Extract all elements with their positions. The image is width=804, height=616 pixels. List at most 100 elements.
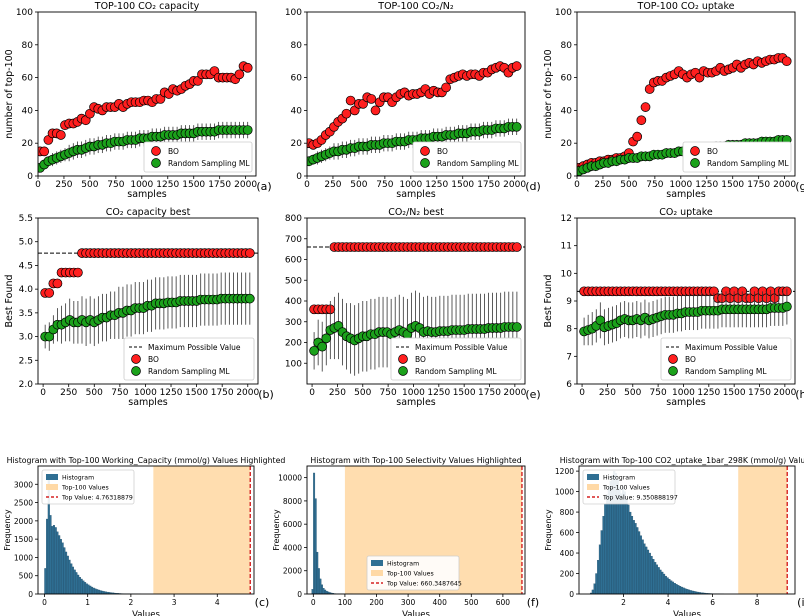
histogram-bar (654, 562, 657, 594)
legend-label: BO (168, 147, 179, 156)
chart-panel-6: CO₂ uptake 0 250 500 750 1000 1250 1500 1750 2000… (543, 207, 804, 408)
chart-panel-8: Histogram with Top-100 Selectivity Value… (272, 456, 539, 616)
y-tick-label: 200 (285, 339, 302, 349)
legend-box (412, 141, 522, 173)
axes-frame (37, 217, 259, 385)
histogram-bar (643, 543, 646, 594)
histogram-bar (661, 571, 664, 594)
legend-swatch-band (371, 570, 383, 576)
histogram-bar (627, 504, 630, 594)
series-bo (577, 53, 792, 173)
data-point (366, 94, 377, 104)
data-point (242, 62, 253, 73)
histogram-bar (591, 589, 594, 594)
y-axis-label: Frequency (544, 509, 553, 551)
x-tick-label: 8 (755, 598, 760, 607)
x-tick-label: 2 (621, 598, 626, 607)
y-axis-label: number of top-100 (4, 49, 15, 138)
chart-title: CO₂ capacity best (106, 207, 191, 218)
legend: BO Random Sampling ML (682, 141, 792, 173)
histogram-bar (645, 546, 648, 594)
legend-marker (131, 354, 141, 364)
histogram-bar (598, 544, 601, 594)
y-tick-label: 2500 (14, 499, 33, 508)
histogram-bar (650, 555, 653, 594)
data-point (511, 61, 522, 71)
chart-title: CO₂/N₂ best (388, 207, 444, 218)
axes-frame (576, 11, 796, 177)
data-point (52, 278, 63, 289)
histogram-bar (606, 494, 609, 594)
legend-label: BO (685, 355, 696, 364)
legend: Histogram Top-100 Values Top Value: 4.7631… (41, 469, 135, 505)
y-tick-label: 600 (560, 529, 575, 538)
legend-label: Random Sampling ML (168, 159, 250, 168)
y-tick-label: 5.0 (19, 238, 34, 248)
histogram-bar (625, 498, 628, 594)
plot-area (307, 242, 525, 376)
y-tick-label: 600 (285, 256, 302, 266)
legend-label: Histogram (62, 475, 94, 482)
data-point (321, 333, 332, 344)
x-tick-label: 200 (369, 598, 384, 607)
chart-title: CO₂ uptake (659, 207, 713, 218)
histogram-bar (82, 580, 85, 594)
histogram-bar (56, 531, 59, 594)
histogram-bar (673, 582, 676, 594)
x-tick-label: 500 (624, 388, 641, 398)
y-tick-label: 100 (285, 8, 302, 18)
x-tick-label: 750 (650, 388, 667, 398)
chart-title: Histogram with Top-100 CO2_uptake_1bar_2… (560, 456, 804, 465)
legend-swatch-histogram (587, 474, 599, 480)
histogram-bar (636, 527, 639, 594)
data-point (512, 322, 522, 332)
x-tick-label: 2 (128, 598, 133, 607)
panel-label: (e) (525, 388, 540, 401)
data-point (441, 82, 451, 93)
x-tick-label: 2000 (503, 180, 526, 190)
x-tick-label: 1250 (156, 180, 179, 190)
y-tick-label: 4000 (283, 543, 302, 552)
y-tick-label: 100 (285, 359, 302, 369)
data-point (244, 248, 255, 258)
histogram-bar (668, 579, 671, 594)
panel-label: (g) (795, 180, 804, 193)
histogram-bar (75, 572, 78, 594)
legend-marker (151, 158, 161, 168)
series-bo (38, 61, 253, 157)
y-tick-label: 700 (285, 235, 302, 245)
histogram-bar (78, 577, 81, 594)
x-axis-label: samples (128, 397, 168, 408)
histogram-bar (684, 588, 687, 594)
histogram-bar (648, 552, 651, 594)
plot-area (44, 466, 251, 594)
x-tick-label: 0 (579, 388, 585, 398)
y-tick-label: 11 (561, 242, 572, 252)
y-tick-label: 0 (566, 172, 572, 182)
histogram-bar (686, 589, 689, 594)
histogram-bar (629, 511, 632, 594)
axes-frame (578, 465, 796, 595)
legend-marker (398, 366, 408, 376)
legend-label: Histogram (387, 561, 419, 568)
data-point (55, 130, 66, 140)
y-tick-label: 300 (285, 318, 302, 328)
chart-title: TOP-100 CO₂/N₂ (377, 1, 454, 12)
histogram-bar (96, 589, 99, 594)
chart-panel-7: Histogram with Top-100 Working_Capacity … (3, 456, 285, 616)
histogram-bar (602, 516, 605, 594)
x-tick-label: 0 (35, 180, 41, 190)
y-tick-label: 100 (16, 8, 33, 18)
legend-label: Random Sampling ML (685, 367, 767, 376)
y-tick-label: 6 (566, 380, 572, 390)
y-tick-label: 4.0 (19, 285, 34, 295)
x-axis-label: samples (396, 397, 436, 408)
y-tick-label: 20 (561, 139, 573, 149)
axes-frame (306, 465, 526, 595)
data-point (39, 146, 50, 157)
y-tick-label: 1200 (555, 467, 574, 476)
panel-label: (d) (525, 180, 541, 193)
y-tick-label: 10000 (278, 474, 302, 483)
top-100-band (738, 466, 788, 594)
